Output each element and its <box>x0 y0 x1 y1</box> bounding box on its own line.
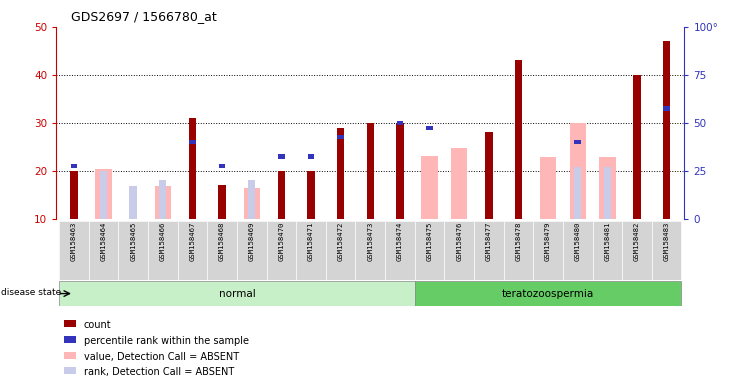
Bar <box>70 179 78 219</box>
Bar <box>485 132 492 219</box>
Bar <box>70 164 77 168</box>
Bar <box>533 221 563 280</box>
Bar <box>385 221 414 280</box>
Bar <box>414 221 444 280</box>
Bar <box>604 167 611 219</box>
Bar <box>64 352 76 359</box>
Text: normal: normal <box>218 288 255 299</box>
Text: GSM158482: GSM158482 <box>634 222 640 262</box>
Bar <box>296 221 326 280</box>
Text: GSM158466: GSM158466 <box>160 222 166 262</box>
Text: GSM158478: GSM158478 <box>515 222 521 262</box>
Bar <box>663 41 670 219</box>
Bar <box>474 221 503 280</box>
Bar <box>218 185 226 219</box>
Bar <box>337 135 344 139</box>
Bar <box>64 336 76 343</box>
Text: GSM158465: GSM158465 <box>130 222 136 262</box>
Bar <box>89 221 118 280</box>
Bar <box>592 221 622 280</box>
Bar <box>337 127 344 219</box>
Bar <box>207 221 237 280</box>
Bar <box>189 140 196 144</box>
Bar <box>244 188 260 219</box>
Bar <box>96 169 111 219</box>
Bar <box>237 221 266 280</box>
Bar <box>64 320 76 327</box>
Bar <box>266 221 296 280</box>
Text: GSM158481: GSM158481 <box>604 222 610 262</box>
Text: GSM158470: GSM158470 <box>278 222 284 262</box>
Bar <box>421 156 438 219</box>
Text: disease state: disease state <box>1 288 61 297</box>
Text: GSM158475: GSM158475 <box>426 222 432 262</box>
Bar <box>574 140 581 144</box>
Bar <box>574 167 581 219</box>
Bar <box>177 221 207 280</box>
Bar <box>540 157 557 219</box>
Bar <box>129 186 137 219</box>
Bar <box>188 118 196 219</box>
Text: GSM158463: GSM158463 <box>71 222 77 262</box>
Bar <box>99 171 107 219</box>
Text: GSM158471: GSM158471 <box>308 222 314 262</box>
Text: GSM158480: GSM158480 <box>574 222 580 262</box>
Bar <box>569 123 586 219</box>
Bar <box>426 126 433 130</box>
Bar <box>396 121 403 125</box>
Text: value, Detection Call = ABSENT: value, Detection Call = ABSENT <box>84 352 239 362</box>
Text: GSM158473: GSM158473 <box>367 222 373 262</box>
Bar <box>159 180 167 219</box>
Bar <box>599 157 616 219</box>
Bar <box>307 154 314 159</box>
Text: GSM158469: GSM158469 <box>248 222 255 262</box>
Bar <box>355 221 385 280</box>
Bar <box>634 75 641 219</box>
Bar <box>622 221 652 280</box>
Bar <box>503 221 533 280</box>
Bar <box>515 60 522 219</box>
Bar <box>248 180 255 219</box>
Bar <box>278 171 285 219</box>
Bar <box>64 367 76 374</box>
Bar <box>59 281 414 306</box>
Text: GSM158472: GSM158472 <box>337 222 343 262</box>
Text: GSM158464: GSM158464 <box>100 222 106 262</box>
Text: GSM158477: GSM158477 <box>485 222 492 262</box>
Bar <box>563 221 592 280</box>
Bar <box>414 281 681 306</box>
Bar <box>451 148 468 219</box>
Bar <box>663 106 670 111</box>
Text: GSM158479: GSM158479 <box>545 222 551 262</box>
Bar <box>278 154 284 159</box>
Bar <box>59 221 89 280</box>
Bar <box>70 171 78 219</box>
Text: GSM158474: GSM158474 <box>397 222 403 262</box>
Text: count: count <box>84 320 111 330</box>
Text: GSM158467: GSM158467 <box>189 222 195 262</box>
Text: GDS2697 / 1566780_at: GDS2697 / 1566780_at <box>71 10 217 23</box>
Bar <box>118 221 148 280</box>
Bar <box>367 123 374 219</box>
Text: percentile rank within the sample: percentile rank within the sample <box>84 336 249 346</box>
Bar <box>396 123 404 219</box>
Text: GSM158483: GSM158483 <box>663 222 669 262</box>
Text: rank, Detection Call = ABSENT: rank, Detection Call = ABSENT <box>84 367 234 377</box>
Bar <box>652 221 681 280</box>
Bar <box>307 171 315 219</box>
Bar <box>444 221 474 280</box>
Bar <box>219 164 225 168</box>
Text: GSM158468: GSM158468 <box>219 222 225 262</box>
Text: GSM158476: GSM158476 <box>456 222 462 262</box>
Text: teratozoospermia: teratozoospermia <box>502 288 594 299</box>
Bar <box>634 142 641 219</box>
Bar <box>326 221 355 280</box>
Bar <box>148 221 177 280</box>
Bar <box>155 186 171 219</box>
